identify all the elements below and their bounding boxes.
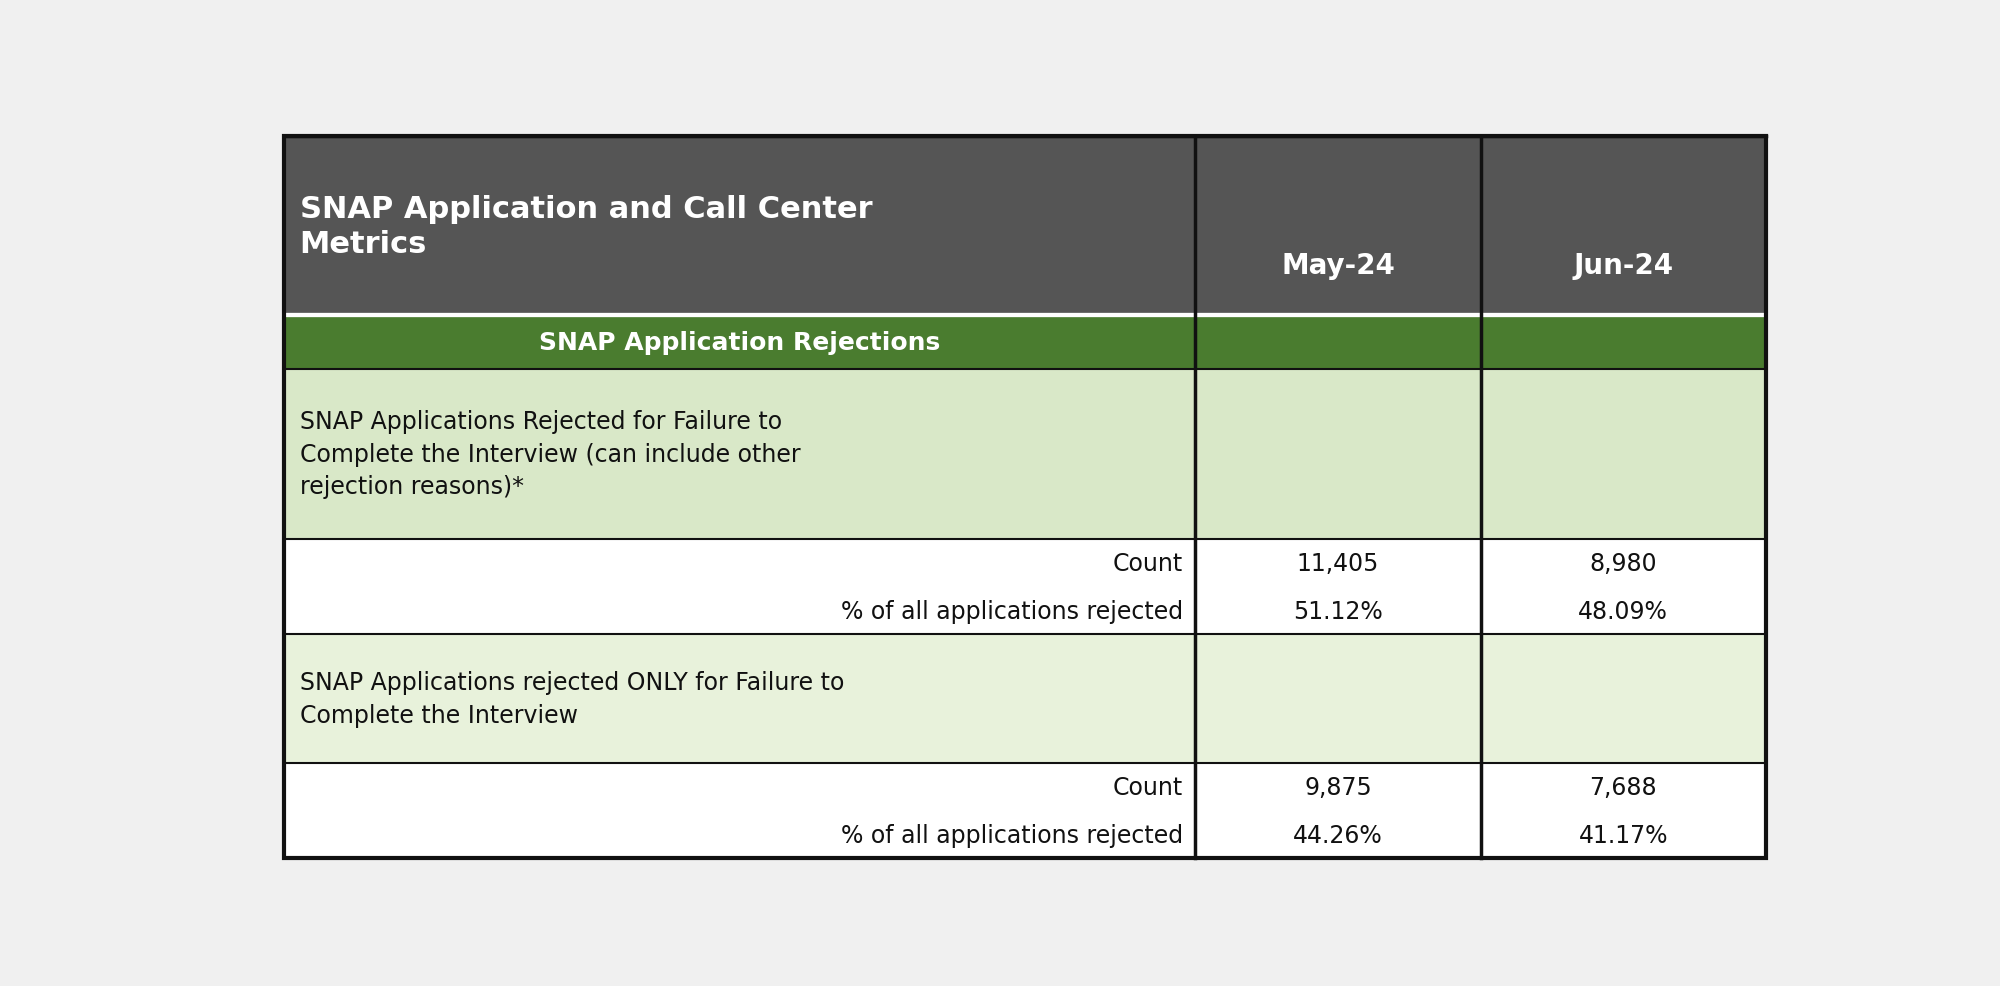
Text: 41.17%: 41.17%	[1578, 822, 1668, 847]
Text: SNAP Application and Call Center
Metrics: SNAP Application and Call Center Metrics	[300, 194, 872, 258]
Bar	[284, 539, 1196, 635]
Text: May-24: May-24	[1282, 251, 1394, 280]
Text: % of all applications rejected: % of all applications rejected	[840, 822, 1184, 847]
Text: 9,875: 9,875	[1304, 775, 1372, 799]
Text: Count: Count	[1112, 551, 1184, 575]
Bar	[284, 137, 1196, 316]
Bar	[1480, 635, 1766, 763]
Bar	[1480, 763, 1766, 859]
Text: 7,688: 7,688	[1590, 775, 1658, 799]
Bar	[1196, 763, 1480, 859]
Bar	[284, 635, 1196, 763]
Bar	[1480, 370, 1766, 539]
Bar	[284, 316, 1196, 370]
Bar	[1196, 370, 1480, 539]
Bar	[1480, 137, 1766, 316]
Bar	[1196, 137, 1480, 316]
Text: Count: Count	[1112, 775, 1184, 799]
Bar	[1196, 635, 1480, 763]
Bar	[1196, 539, 1480, 635]
Text: 48.09%: 48.09%	[1578, 599, 1668, 623]
Text: 8,980: 8,980	[1590, 551, 1658, 575]
Text: SNAP Applications Rejected for Failure to
Complete the Interview (can include ot: SNAP Applications Rejected for Failure t…	[300, 410, 800, 499]
Text: 44.26%: 44.26%	[1294, 822, 1382, 847]
Text: 51.12%: 51.12%	[1294, 599, 1382, 623]
Text: Jun-24: Jun-24	[1574, 251, 1674, 280]
Bar	[284, 763, 1196, 859]
Text: 11,405: 11,405	[1296, 551, 1380, 575]
Bar	[284, 370, 1196, 539]
Text: SNAP Applications rejected ONLY for Failure to
Complete the Interview: SNAP Applications rejected ONLY for Fail…	[300, 670, 844, 728]
Bar	[1480, 539, 1766, 635]
Bar	[1196, 316, 1480, 370]
Text: SNAP Application Rejections: SNAP Application Rejections	[540, 330, 940, 355]
Bar	[1480, 316, 1766, 370]
Text: % of all applications rejected: % of all applications rejected	[840, 599, 1184, 623]
